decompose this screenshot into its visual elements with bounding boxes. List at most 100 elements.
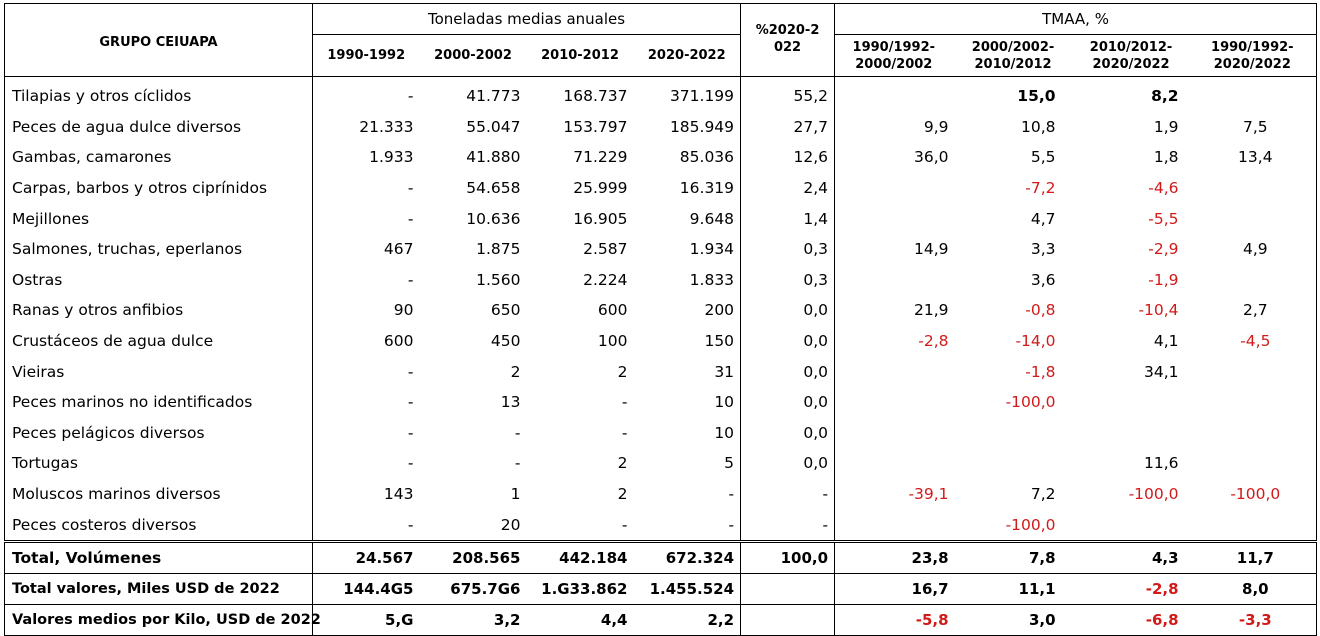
row-label: Crustáceos de agua dulce [4, 325, 313, 357]
tonnes-cell: 10 [714, 393, 735, 412]
tmaa-cell [1074, 387, 1189, 418]
tonnes-cell: 150 [704, 332, 735, 351]
tmaa-cell: -2,9 [1148, 240, 1179, 259]
tmaa-cell: -4,6 [1148, 179, 1179, 198]
tmaa-cell: -100,0 [1005, 393, 1056, 412]
tonnes-cell: 600 [597, 301, 628, 320]
share-cell: 0,0 [740, 417, 836, 449]
tonnes-cell: 467 [383, 240, 414, 259]
total-share-cell [740, 572, 836, 605]
tonnes-cell: - [407, 87, 414, 106]
tmaa-cell: 2,7 [1188, 295, 1318, 326]
share-cell: 12,6 [740, 142, 836, 173]
table-row: Crustáceos de agua dulce 600 450 100 150 0,0 -… [4, 325, 1318, 357]
tmaa-cell [835, 265, 953, 296]
tmaa-cell [835, 77, 953, 112]
total-tonnes-cell: 144.4G5 [312, 572, 420, 605]
total-tmaa-cell: 7,8 [952, 539, 1074, 574]
tmaa-cell: 9,9 [923, 117, 949, 136]
share-cell: 2,4 [740, 172, 836, 204]
total-tmaa-cell: 11,7 [1188, 539, 1318, 574]
tonnes-cell: - [407, 179, 414, 198]
total-label: Total, Volúmenes [4, 539, 313, 574]
tonnes-cell: 10.636 [466, 209, 521, 228]
tonnes-cell: 20 [500, 515, 521, 534]
table-row: Peces costeros diversos -20- - - -100,0 [4, 509, 1318, 542]
tmaa-cell: -7,2 [1025, 179, 1056, 198]
tonnes-cell: 9.648 [689, 209, 735, 228]
table-row: Carpas, barbos y otros ciprínidos - 54.658… [4, 172, 1318, 204]
tonnes-cell: 153.797 [563, 117, 628, 136]
row-label: Peces costeros diversos [4, 509, 313, 542]
tonnes-cell: - [621, 515, 628, 534]
table-row: Peces marinos no identificados -13-10 0,0-… [4, 386, 1318, 418]
tonnes-cell: 2.587 [583, 240, 628, 259]
tmaa-cell [1188, 356, 1318, 387]
tmaa-cell [953, 418, 1074, 449]
header-group: GRUPO CEIUAPA [4, 3, 313, 77]
tmaa-cell: 4,1 [1153, 332, 1179, 351]
tmaa-cell [1188, 509, 1318, 542]
row-label: Tilapias y otros cíclidos [4, 76, 313, 112]
row-label: Vieiras [4, 356, 313, 387]
share-cell: 1,4 [740, 203, 836, 234]
row-label: Moluscos marinos diversos [4, 478, 313, 510]
tmaa-cell [1188, 172, 1318, 204]
tmaa-cell [835, 418, 953, 449]
tmaa-cell: 4,7 [1030, 209, 1056, 228]
tmaa-cell: 8,2 [1151, 87, 1179, 106]
tonnes-cell: 41.880 [466, 148, 521, 167]
table-row: Peces de agua dulce diversos 21.333 55.047… [4, 111, 1318, 143]
tonnes-cell: 450 [490, 332, 521, 351]
table-row: Ranas y otros anfibios 90 650 600 200 0,0 21,9… [4, 295, 1318, 326]
tonnes-cell: - [407, 270, 414, 289]
tmaa-cell: 13,4 [1188, 142, 1318, 173]
tonnes-cell: 41.773 [466, 87, 521, 106]
total-tmaa-cell: 3,0 [952, 603, 1074, 636]
tonnes-cell: 185.949 [669, 117, 735, 136]
tmaa-cell: 34,1 [1144, 362, 1179, 381]
tonnes-cell: 54.658 [466, 179, 521, 198]
tonnes-cell: - [728, 515, 735, 534]
tonnes-cell: 100 [597, 332, 628, 351]
tmaa-cell: 3,3 [1030, 240, 1056, 259]
tonnes-cell: 1.875 [476, 240, 521, 259]
tmaa-cell: 10,8 [1021, 117, 1056, 136]
row-label: Ranas y otros anfibios [4, 295, 313, 326]
tmaa-cell: -2,8 [918, 332, 949, 351]
header-tmaa: TMAA, % [834, 3, 1318, 35]
header-tmaa-period-3: 2010/2012- 2020/2022 [1073, 34, 1189, 77]
tmaa-cell [835, 448, 953, 479]
tonnes-cell: - [728, 485, 735, 504]
header-period-3: 2010-2012 [526, 34, 634, 77]
tonnes-cell: 2.224 [583, 270, 628, 289]
tonnes-cell: 650 [490, 301, 521, 320]
total-tonnes-cell: 208.565 [419, 539, 527, 574]
tonnes-cell: 5 [724, 454, 735, 473]
tmaa-cell: -39,1 [908, 485, 949, 504]
tmaa-cell [835, 387, 953, 418]
tmaa-cell [835, 173, 953, 204]
tmaa-cell [835, 509, 953, 541]
tmaa-cell: 14,9 [914, 240, 949, 259]
tmaa-cell [1188, 76, 1318, 112]
row-label: Mejillones [4, 203, 313, 234]
share-cell: 0,0 [740, 448, 836, 479]
tonnes-cell: 2 [617, 485, 628, 504]
total-tonnes-cell: 1.G33.862 [526, 572, 634, 605]
tonnes-cell: 168.737 [563, 87, 628, 106]
header-share: %2020-2022 [740, 3, 836, 77]
tmaa-cell: -1,9 [1148, 270, 1179, 289]
share-cell: - [740, 509, 836, 542]
tonnes-cell: 16.905 [573, 209, 628, 228]
total-tmaa-cell: 23,8 [834, 539, 953, 574]
tonnes-cell: 600 [383, 332, 414, 351]
tmaa-cell: 7,2 [1030, 485, 1056, 504]
tonnes-cell: 21.333 [359, 117, 414, 136]
header-period-4: 2020-2022 [633, 34, 741, 77]
tonnes-cell: 2 [617, 454, 628, 473]
share-cell: - [740, 478, 836, 510]
row-label: Salmones, truchas, eperlanos [4, 233, 313, 265]
total-share-cell: 100,0 [740, 539, 836, 574]
tonnes-cell: 90 [393, 301, 414, 320]
